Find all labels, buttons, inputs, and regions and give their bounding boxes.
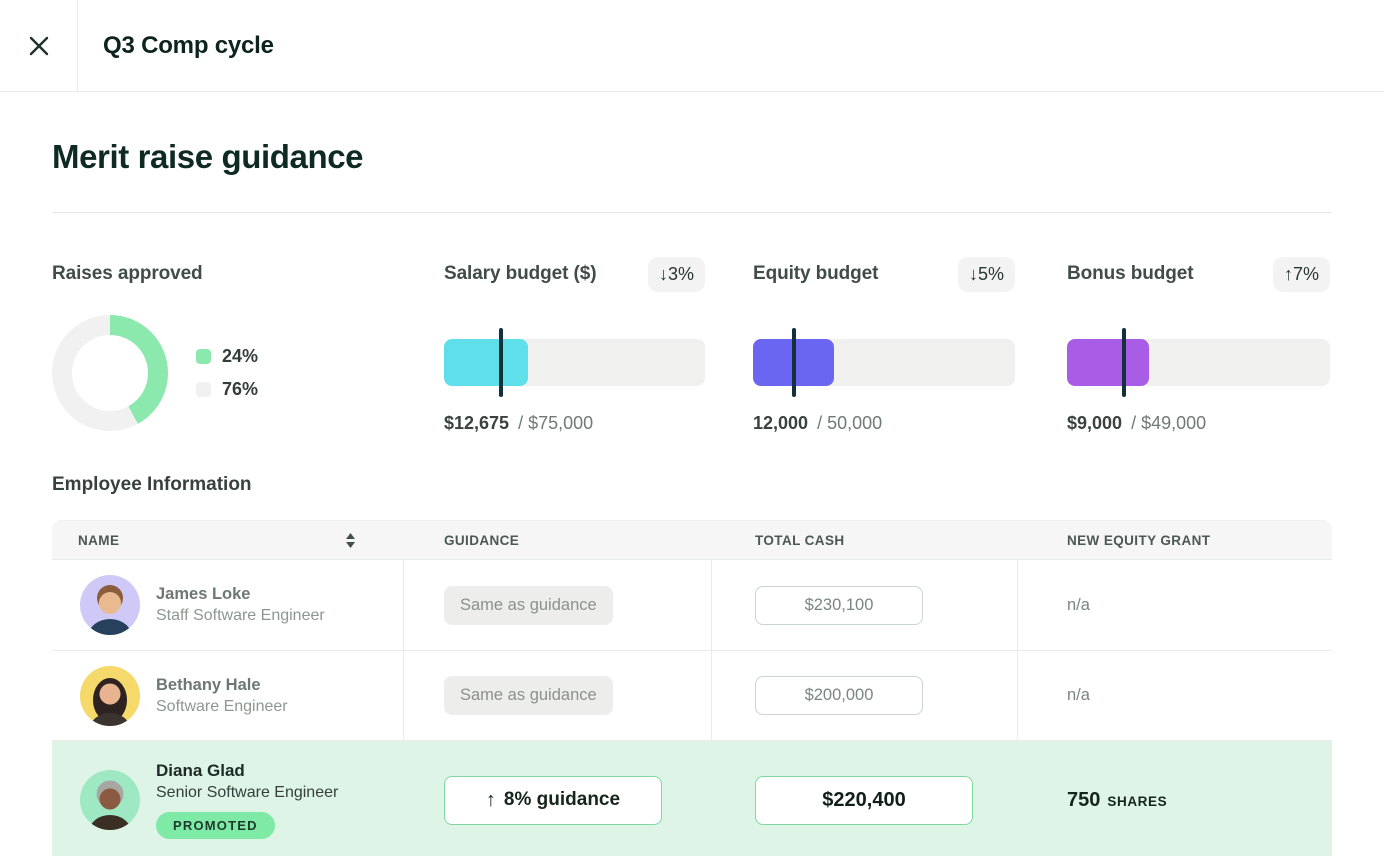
salary-bar-guidance-marker	[498, 328, 503, 397]
raises-approved-card: Raises approved 24% 76%	[52, 255, 444, 431]
legend-value-approved: 24%	[222, 346, 259, 366]
column-header-guidance: Guidance	[444, 532, 520, 548]
employee-name: Bethany Hale	[156, 675, 261, 694]
raises-legend: 24% 76%	[196, 346, 258, 400]
bonus-budget-label: Bonus budget	[1067, 263, 1194, 284]
legend-swatch-remaining	[196, 382, 211, 397]
avatar-james-loke	[80, 575, 140, 635]
equity-grant-value: n/a	[1067, 595, 1090, 614]
name-cell: James Loke Staff Software Engineer	[52, 559, 404, 650]
divider	[52, 212, 1332, 213]
employee-title: Software Engineer	[156, 697, 288, 715]
name-header-label: Name	[78, 532, 120, 548]
total-cash-input[interactable]	[755, 775, 973, 825]
total-cash-cell	[712, 650, 1018, 740]
bonus-bar-fill	[1067, 339, 1149, 386]
equity-change-badge: ↓5%	[957, 256, 1015, 292]
total-cash-cell	[712, 559, 1018, 650]
legend-item-approved: 24%	[196, 346, 258, 367]
salary-budget-card: Salary budget ($) ↓3% $12,675 / $75,000	[444, 255, 705, 434]
bonus-budget-value: $9,000 / $49,000	[1067, 413, 1330, 434]
window-title: Q3 Comp cycle	[103, 31, 274, 59]
guidance-button[interactable]: ↑ 8% guidance	[444, 775, 662, 825]
employee-title: Senior Software Engineer	[156, 784, 339, 801]
equity-bar-guidance-marker	[792, 328, 797, 397]
equity-grant-value: 750 SHARES	[1067, 789, 1167, 812]
bonus-bar-guidance-marker	[1122, 328, 1127, 397]
column-header-total-cash: Total cash	[755, 532, 845, 548]
budget-summary-row: Raises approved 24% 76% Sal	[52, 255, 1332, 434]
equity-budget-label: Equity budget	[753, 263, 879, 284]
avatar-bethany-hale	[80, 665, 140, 726]
employee-information-heading: Employee Information	[52, 474, 252, 495]
equity-grant-value: n/a	[1067, 686, 1090, 704]
shares-unit: SHARES	[1107, 793, 1168, 809]
guidance-cell: Same as guidance	[404, 559, 712, 650]
legend-value-remaining: 76%	[222, 379, 259, 399]
employee-table: Name Guidance Total cash New equity gran…	[52, 520, 1332, 856]
salary-spent: $12,675	[444, 413, 510, 433]
page-title: Merit raise guidance	[52, 138, 364, 175]
salary-budget-label: Salary budget ($)	[444, 263, 597, 284]
equity-spent: 12,000	[753, 413, 809, 433]
table-row-bethany-hale[interactable]: Bethany Hale Software Engineer Same as g…	[52, 650, 1332, 740]
salary-bar-fill	[444, 339, 528, 386]
salary-change-badge: ↓3%	[647, 256, 705, 292]
promoted-badge: PROMOTED	[156, 812, 275, 839]
sort-icon[interactable]	[345, 532, 356, 549]
guidance-status-pill[interactable]: Same as guidance	[444, 585, 613, 625]
column-header-name[interactable]: Name	[52, 521, 404, 559]
equity-budget-value: 12,000 / 50,000	[753, 413, 1015, 434]
equity-grant-cell: n/a	[1018, 650, 1332, 740]
total-cash-input[interactable]	[755, 585, 923, 625]
equity-budget-bar	[753, 328, 1015, 397]
window-header: Q3 Comp cycle	[0, 0, 1384, 92]
guidance-button-label: 8% guidance	[503, 789, 621, 810]
salary-budget-bar	[444, 328, 705, 397]
employee-title: Staff Software Engineer	[156, 607, 325, 624]
table-row-james-loke[interactable]: James Loke Staff Software Engineer Same …	[52, 559, 1332, 650]
guidance-cell: Same as guidance	[404, 650, 712, 740]
bonus-change-badge: ↑7%	[1272, 256, 1330, 292]
employee-name: James Loke	[156, 585, 251, 603]
total-cash-input[interactable]	[755, 676, 923, 715]
equity-grant-cell: n/a	[1018, 559, 1332, 650]
close-button-area	[0, 0, 78, 91]
shares-number: 750	[1067, 788, 1101, 811]
legend-item-remaining: 76%	[196, 379, 258, 400]
equity-grant-cell: 750 SHARES	[1018, 740, 1332, 856]
up-arrow-icon: ↑	[485, 788, 496, 811]
employee-name: Diana Glad	[156, 761, 245, 780]
close-button[interactable]	[17, 24, 61, 68]
name-cell: Bethany Hale Software Engineer	[52, 650, 404, 740]
close-icon	[29, 36, 48, 55]
legend-swatch-approved	[196, 349, 211, 364]
raises-approved-label: Raises approved	[52, 263, 203, 284]
column-header-new-equity-grant: New equity grant	[1067, 532, 1211, 548]
table-row-diana-glad[interactable]: Diana Glad Senior Software Engineer PROM…	[52, 740, 1332, 856]
guidance-status-pill[interactable]: Same as guidance	[444, 676, 613, 715]
salary-budget-value: $12,675 / $75,000	[444, 413, 705, 434]
raises-donut-chart	[52, 315, 168, 431]
total-cash-cell	[712, 740, 1018, 856]
guidance-cell: ↑ 8% guidance	[404, 740, 712, 856]
avatar-diana-glad	[80, 770, 140, 830]
bonus-budget-bar	[1067, 328, 1330, 397]
salary-total: / $75,000	[518, 413, 594, 433]
name-cell: Diana Glad Senior Software Engineer PROM…	[52, 740, 404, 856]
equity-total: / 50,000	[817, 413, 883, 433]
bonus-spent: $9,000	[1067, 413, 1123, 433]
bonus-total: / $49,000	[1131, 413, 1207, 433]
equity-budget-card: Equity budget ↓5% 12,000 / 50,000	[753, 255, 1015, 434]
bonus-budget-card: Bonus budget ↑7% $9,000 / $49,000	[1067, 255, 1330, 434]
table-header-row: Name Guidance Total cash New equity gran…	[52, 521, 1332, 559]
